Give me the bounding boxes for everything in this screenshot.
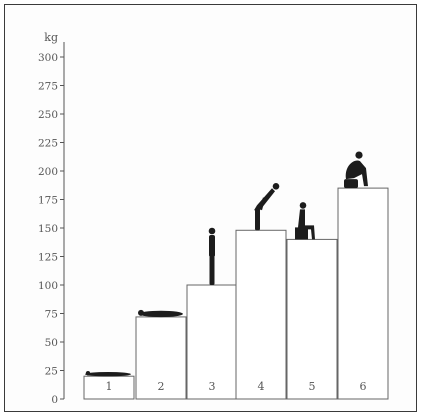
y-tick-label: 200 bbox=[38, 166, 58, 178]
bar-5 bbox=[286, 238, 338, 400]
category-label: 6 bbox=[360, 380, 367, 393]
y-tick-label: 100 bbox=[38, 280, 58, 292]
y-axis: 0 25 50 75 100 125 150 175 200 225 250 275 300 bbox=[38, 42, 65, 406]
bar-6 bbox=[337, 187, 389, 400]
y-tick-label: 150 bbox=[38, 223, 58, 235]
y-tick-label: 75 bbox=[45, 309, 58, 321]
category-label: 2 bbox=[158, 380, 165, 393]
y-tick-label: 225 bbox=[38, 138, 58, 150]
y-tick-label: 250 bbox=[38, 109, 58, 121]
category-labels: 1 2 3 4 5 6 bbox=[106, 380, 367, 393]
lying-figure-icon bbox=[85, 371, 131, 377]
y-tick-label: 50 bbox=[45, 337, 58, 349]
bar-2 bbox=[135, 316, 187, 400]
pictograms-group bbox=[85, 151, 368, 377]
y-tick-label: 25 bbox=[45, 366, 58, 378]
y-axis-unit-label: kg bbox=[44, 31, 58, 44]
standing-figure-icon bbox=[208, 227, 216, 285]
category-label: 1 bbox=[106, 380, 113, 393]
bars-group bbox=[83, 187, 389, 400]
bar-3 bbox=[186, 284, 238, 400]
category-label: 3 bbox=[209, 380, 216, 393]
lying-figure-icon bbox=[138, 309, 183, 318]
y-tick-label: 125 bbox=[38, 252, 58, 264]
seated-figure-icon bbox=[295, 202, 315, 240]
category-label: 4 bbox=[258, 380, 265, 393]
y-tick-label: 275 bbox=[38, 81, 58, 93]
crouching-figure-icon bbox=[344, 151, 368, 189]
category-label: 5 bbox=[309, 380, 316, 393]
bar-4 bbox=[235, 229, 287, 400]
bending-figure-icon bbox=[254, 182, 280, 231]
y-tick-label: 0 bbox=[51, 394, 58, 406]
y-tick-label: 175 bbox=[38, 195, 58, 207]
y-tick-label: 300 bbox=[38, 52, 58, 64]
